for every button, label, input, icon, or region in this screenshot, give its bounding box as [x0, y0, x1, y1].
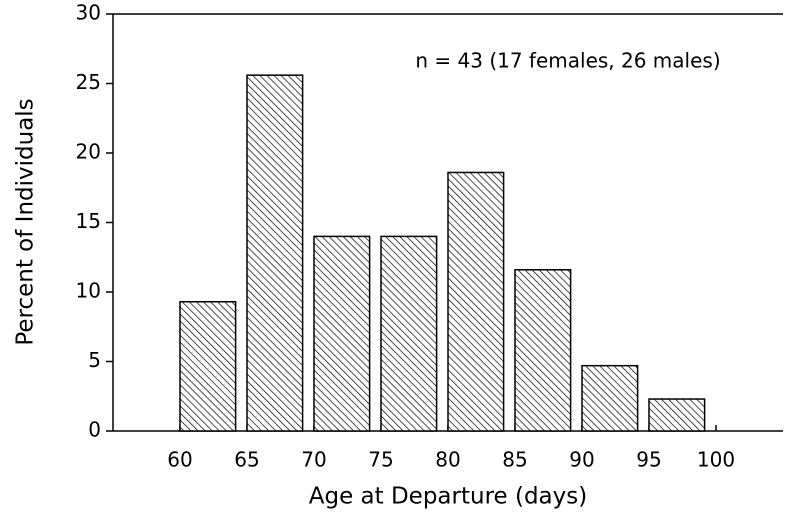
- x-tick-label: 75: [368, 448, 393, 472]
- y-tick-label: 20: [76, 140, 101, 164]
- x-axis-label: Age at Departure (days): [309, 484, 587, 510]
- bar: [380, 235, 438, 432]
- bar: [447, 171, 505, 432]
- bar: [648, 398, 706, 432]
- x-tick-label: 60: [167, 448, 192, 472]
- y-axis-label: Percent of Individuals: [13, 98, 39, 345]
- x-tick-label: 85: [502, 448, 527, 472]
- bar: [514, 269, 572, 432]
- x-tick-label: 80: [435, 448, 460, 472]
- bar: [179, 300, 237, 432]
- x-tick-label: 95: [636, 448, 661, 472]
- y-tick-label: 0: [88, 418, 101, 442]
- bar: [581, 364, 639, 432]
- bar: [313, 235, 371, 432]
- annotation: n = 43 (17 females, 26 males): [415, 49, 720, 73]
- y-tick-label: 10: [76, 279, 101, 303]
- bar: [246, 74, 304, 432]
- y-tick-label: 15: [76, 209, 101, 233]
- y-tick-label: 25: [76, 70, 101, 94]
- x-tick-label: 70: [301, 448, 326, 472]
- y-tick-label: 5: [88, 348, 101, 372]
- x-tick-label: 90: [569, 448, 594, 472]
- x-tick-label: 100: [697, 448, 735, 472]
- y-tick-label: 30: [76, 1, 101, 25]
- x-tick-label: 65: [234, 448, 259, 472]
